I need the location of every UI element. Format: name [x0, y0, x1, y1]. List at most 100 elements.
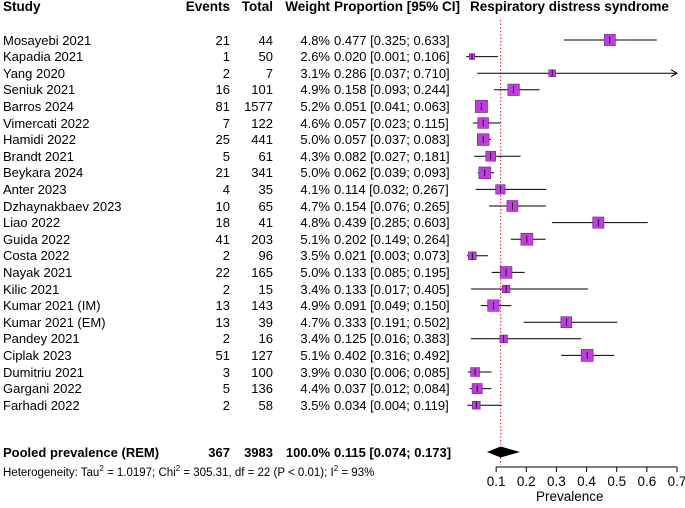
x-tick-label: 0.1	[487, 474, 506, 489]
study-name: Hamidi 2022	[3, 132, 76, 148]
study-name: Liao 2022	[3, 215, 61, 231]
study-weight: 4.3%	[300, 148, 330, 164]
study-weight: 4.4%	[300, 381, 330, 397]
study-total: 61	[258, 148, 273, 164]
header-events: Events	[185, 0, 230, 14]
x-tick-label: 0.5	[607, 474, 626, 489]
study-total: 1577	[244, 98, 273, 114]
x-tick-label: 0.3	[547, 474, 566, 489]
study-weight: 4.8%	[300, 32, 330, 48]
study-ci: 0.037 [0.012; 0.084]	[334, 381, 450, 397]
study-events: 25	[215, 132, 230, 148]
header-ci: Proportion [95% CI]	[334, 0, 461, 14]
study-weight: 3.4%	[300, 331, 330, 347]
study-total: 165	[251, 264, 273, 280]
study-name: Guida 2022	[3, 231, 71, 247]
study-weight: 2.6%	[300, 49, 330, 65]
pooled-events: 367	[208, 445, 230, 460]
study-weight: 5.0%	[300, 132, 330, 148]
pooled-total: 3983	[244, 445, 273, 460]
study-total: 7	[265, 65, 273, 81]
study-total: 100	[251, 364, 273, 380]
study-name: Kumar 2021 (IM)	[3, 298, 101, 314]
study-weight: 5.0%	[300, 264, 330, 280]
study-weight: 5.0%	[300, 165, 330, 181]
study-name: Dzhaynakbaev 2023	[3, 198, 122, 214]
study-total: 35	[258, 181, 273, 197]
study-total: 96	[258, 248, 273, 264]
study-ci: 0.062 [0.039; 0.093]	[334, 165, 450, 181]
study-ci: 0.057 [0.023; 0.115]	[334, 115, 449, 131]
x-tick-label: 0.7	[668, 474, 685, 489]
study-ci: 0.021 [0.003; 0.073]	[334, 248, 450, 264]
study-total: 122	[251, 115, 273, 131]
heterogeneity-text: Heterogeneity: Tau2 = 1.0197; Chi2 = 305…	[3, 461, 374, 481]
study-weight: 5.2%	[300, 98, 330, 114]
study-total: 341	[251, 165, 273, 181]
study-weight: 3.5%	[300, 248, 330, 264]
study-events: 2	[222, 281, 230, 297]
study-events: 4	[222, 181, 230, 197]
study-events: 21	[215, 32, 230, 48]
study-events: 13	[215, 314, 230, 330]
study-events: 2	[222, 397, 230, 413]
study-weight: 3.1%	[300, 65, 330, 81]
study-total: 58	[258, 397, 273, 413]
study-name: Costa 2022	[3, 248, 70, 264]
heterogeneity-tau: = 1.0197; Chi	[103, 466, 176, 479]
heterogeneity-chi: = 305.31, df = 22 (P < 0.01); I	[180, 466, 334, 479]
study-events: 3	[222, 364, 230, 380]
study-name: Kilic 2021	[3, 281, 60, 297]
study-total: 41	[258, 215, 273, 231]
study-ci: 0.020 [0.001; 0.106]	[334, 49, 450, 65]
study-ci: 0.402 [0.316; 0.492]	[334, 347, 450, 363]
x-tick-label: 0.2	[517, 474, 536, 489]
heterogeneity-sup-chi: 2	[175, 464, 181, 473]
study-total: 16	[258, 331, 273, 347]
study-ci: 0.158 [0.093; 0.244]	[334, 82, 450, 98]
study-name: Beykara 2024	[3, 165, 84, 181]
study-events: 10	[215, 198, 230, 214]
study-ci: 0.114 [0.032; 0.267]	[334, 181, 449, 197]
study-ci: 0.133 [0.017; 0.405]	[334, 281, 450, 297]
study-weight: 5.1%	[300, 347, 330, 363]
study-name: Vimercati 2022	[3, 115, 90, 131]
study-name: Gargani 2022	[3, 381, 82, 397]
study-ci: 0.133 [0.085; 0.195]	[334, 264, 450, 280]
study-total: 101	[251, 82, 273, 98]
study-ci: 0.125 [0.016; 0.383]	[334, 331, 450, 347]
study-weight: 4.1%	[300, 181, 330, 197]
study-weight: 4.9%	[300, 82, 330, 98]
study-weight: 4.9%	[300, 298, 330, 314]
study-events: 2	[222, 331, 230, 347]
study-name: Pandey 2021	[3, 331, 80, 347]
study-weight: 3.9%	[300, 364, 330, 380]
study-events: 7	[222, 115, 230, 131]
study-total: 50	[258, 49, 273, 65]
pooled-diamond	[486, 446, 520, 458]
study-name: Brandt 2021	[3, 148, 74, 164]
pooled-ci: 0.115 [0.074; 0.173]	[334, 445, 452, 460]
study-total: 441	[251, 132, 273, 148]
study-events: 5	[222, 148, 230, 164]
heterogeneity-prefix: Heterogeneity: Tau	[3, 466, 100, 479]
study-weight: 4.8%	[300, 215, 330, 231]
study-weight: 5.1%	[300, 231, 330, 247]
x-tick-label: 0.4	[577, 474, 596, 489]
study-events: 13	[215, 298, 230, 314]
study-ci: 0.286 [0.037; 0.710]	[334, 65, 450, 81]
study-name: Anter 2023	[3, 181, 67, 197]
header-plot-title: Respiratory distress syndrome	[470, 0, 669, 14]
study-total: 44	[258, 32, 273, 48]
heterogeneity-sup-tau: 2	[99, 464, 104, 473]
study-total: 203	[251, 231, 273, 247]
study-ci: 0.051 [0.041; 0.063]	[334, 98, 450, 114]
study-name: Ciplak 2023	[3, 347, 72, 363]
study-events: 21	[215, 165, 230, 181]
study-name: Dumitriu 2021	[3, 364, 84, 380]
header-weight: Weight	[285, 0, 330, 14]
study-name: Kumar 2021 (EM)	[3, 314, 106, 330]
study-name: Seniuk 2021	[3, 82, 76, 98]
